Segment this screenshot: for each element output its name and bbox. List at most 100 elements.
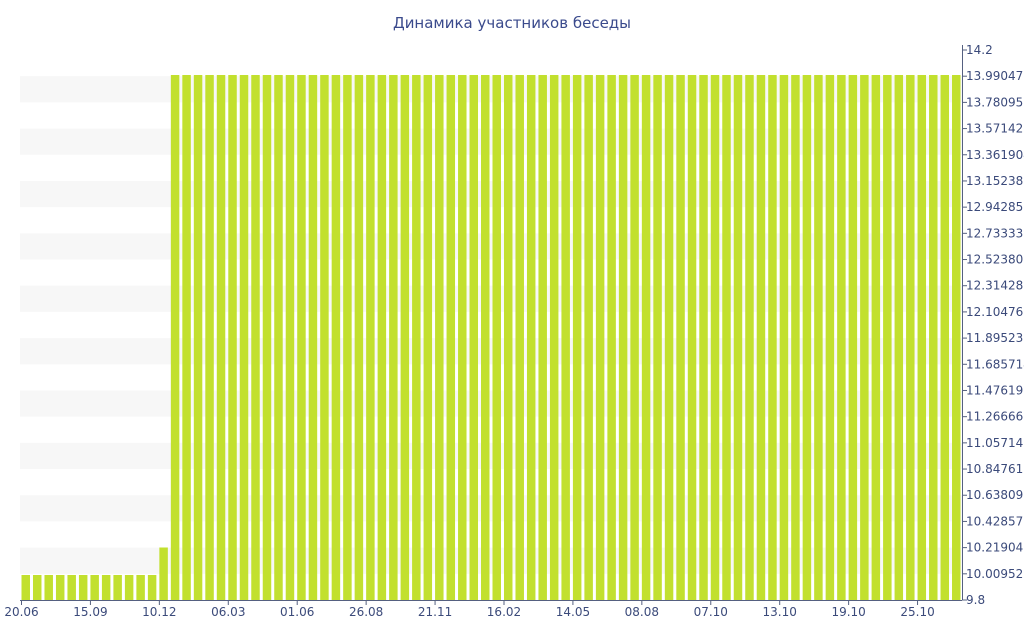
bar[interactable] (894, 75, 904, 600)
bar[interactable] (469, 75, 479, 600)
bar[interactable] (687, 75, 697, 600)
bar[interactable] (572, 75, 582, 600)
bar[interactable] (320, 75, 329, 600)
bar[interactable] (216, 75, 226, 600)
bar[interactable] (343, 75, 352, 600)
bar[interactable] (860, 75, 869, 600)
bar[interactable] (952, 75, 961, 600)
y-tick-label: 13.990476 (966, 69, 1024, 83)
bar[interactable] (756, 75, 766, 600)
axes (20, 45, 967, 605)
y-axis-tick-labels: 14.2 13.990476 13.780952 13.571428 13.361904… (966, 43, 1024, 607)
bar[interactable] (561, 75, 570, 600)
bar[interactable] (653, 75, 662, 600)
y-tick-label: 14.2 (966, 43, 993, 57)
y-tick-label: 11.476190 (966, 383, 1024, 397)
x-tick-label: 15.09 (73, 605, 107, 619)
bar[interactable] (595, 75, 605, 600)
x-tick-label: 13.10 (763, 605, 797, 619)
bar[interactable] (722, 75, 731, 600)
bar[interactable] (917, 75, 927, 600)
bar[interactable] (492, 75, 501, 600)
bar[interactable] (791, 75, 800, 600)
bar[interactable] (193, 75, 203, 600)
bar[interactable] (170, 75, 180, 600)
bar[interactable] (940, 75, 950, 600)
bar[interactable] (710, 75, 720, 600)
bar[interactable] (446, 75, 456, 600)
x-tick-label: 14.05 (556, 605, 590, 619)
bar[interactable] (458, 75, 467, 600)
bar[interactable] (481, 75, 490, 600)
bar[interactable] (228, 75, 237, 600)
bar[interactable] (113, 575, 122, 600)
bar[interactable] (331, 75, 341, 600)
bar[interactable] (630, 75, 639, 600)
bar[interactable] (262, 75, 272, 600)
bar[interactable] (526, 75, 536, 600)
bar[interactable] (377, 75, 387, 600)
bar[interactable] (101, 575, 111, 600)
bar[interactable] (538, 75, 547, 600)
bar[interactable] (607, 75, 616, 600)
bar[interactable] (664, 75, 674, 600)
y-tick-label: 10.219047 (966, 541, 1024, 555)
bar-series (21, 75, 961, 601)
bar[interactable] (745, 75, 754, 600)
bar[interactable] (618, 75, 628, 600)
bar[interactable] (929, 75, 938, 600)
bar[interactable] (779, 75, 789, 600)
bar[interactable] (848, 75, 858, 600)
bar[interactable] (239, 75, 249, 600)
bar[interactable] (412, 75, 421, 600)
bar[interactable] (733, 75, 743, 600)
bar[interactable] (389, 75, 398, 600)
x-tick-label: 10.12 (142, 605, 176, 619)
x-tick-label: 19.10 (831, 605, 865, 619)
x-tick-label: 06.03 (211, 605, 245, 619)
y-tick-label: 12.733333 (966, 226, 1024, 240)
bar[interactable] (584, 75, 593, 600)
bar[interactable] (90, 575, 99, 600)
bar[interactable] (251, 75, 260, 600)
y-tick-label: 10.638095 (966, 488, 1024, 502)
bar[interactable] (871, 75, 881, 600)
bar[interactable] (274, 75, 283, 600)
bar[interactable] (768, 75, 777, 600)
bar[interactable] (55, 575, 65, 600)
bar[interactable] (423, 75, 433, 600)
bar[interactable] (32, 575, 42, 600)
bar[interactable] (285, 75, 295, 600)
x-axis-tick-labels: 20.06 15.09 10.12 06.03 01.06 26.08 21.11 16.02… (4, 605, 934, 619)
bar[interactable] (435, 75, 444, 600)
bar[interactable] (67, 575, 76, 600)
bar[interactable] (159, 547, 168, 601)
bar[interactable] (21, 575, 30, 600)
bar[interactable] (837, 75, 846, 600)
bar[interactable] (400, 75, 410, 600)
bar[interactable] (124, 575, 134, 600)
bar[interactable] (883, 75, 892, 600)
bar[interactable] (825, 75, 835, 600)
bar[interactable] (503, 75, 513, 600)
bar[interactable] (814, 75, 823, 600)
bar[interactable] (366, 75, 375, 600)
bar[interactable] (136, 575, 145, 600)
bar[interactable] (906, 75, 915, 600)
bar[interactable] (699, 75, 708, 600)
bar[interactable] (78, 575, 88, 600)
bar[interactable] (676, 75, 685, 600)
bar[interactable] (308, 75, 318, 600)
bar[interactable] (802, 75, 812, 600)
bar[interactable] (205, 75, 214, 600)
bar[interactable] (641, 75, 651, 600)
bar[interactable] (549, 75, 559, 600)
bar[interactable] (182, 75, 191, 600)
bar[interactable] (354, 75, 364, 600)
y-tick-label: 9.8 (966, 593, 985, 607)
bar[interactable] (297, 75, 306, 600)
bar[interactable] (147, 575, 157, 600)
bar[interactable] (515, 75, 524, 600)
bar[interactable] (44, 575, 53, 600)
